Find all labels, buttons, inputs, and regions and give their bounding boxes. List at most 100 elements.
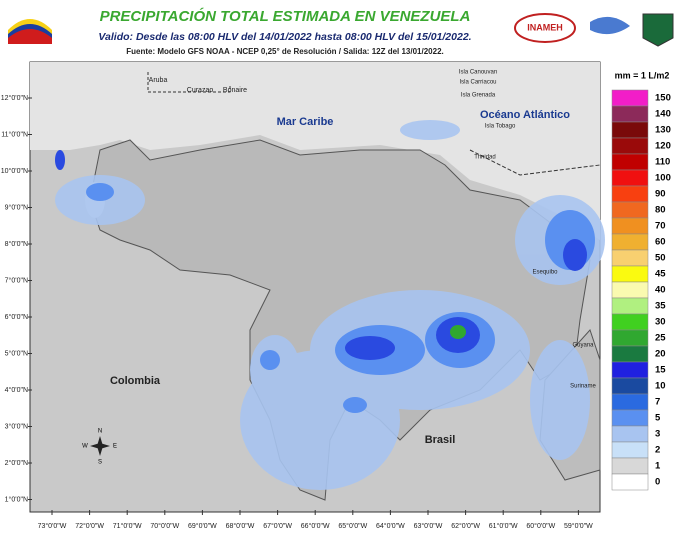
legend-swatch [611,281,649,299]
lon-label: 65°0'0"W [338,522,367,530]
place-label: Isla Grenada [461,93,496,99]
lon-label: 71°0'0"W [113,522,142,530]
lon-label: 61°0'0"W [489,522,518,530]
legend-swatch [611,313,649,331]
legend-label: 30 [655,317,666,328]
legend-label: 40 [655,285,666,296]
legend-swatch [611,361,649,379]
sea [30,62,600,240]
legend-label: 20 [655,349,666,360]
legend-swatch [611,393,649,411]
lat-label: 7°0'0"N [5,276,28,284]
lon-label: 66°0'0"W [301,522,330,530]
legend-swatch [611,473,649,491]
lon-label: 70°0'0"W [150,522,179,530]
source: Fuente: Modelo GFS NOAA - NCEP 0,25° de … [126,47,444,56]
legend-swatch [611,329,649,347]
lat-label: 2°0'0"N [5,459,28,467]
map [29,61,605,513]
legend-swatch [611,441,649,459]
legend-swatch [611,409,649,427]
legend-label: 90 [655,189,666,200]
maritime-border [469,149,601,176]
lon-label: 69°0'0"W [188,522,217,530]
place-label: Brasil [425,434,456,446]
place-label: Océano Atlántico [480,109,570,121]
legend-label: 0 [655,477,660,488]
lon-label: 72°0'0"W [75,522,104,530]
legend-swatch [611,185,649,203]
compass-label: S [98,460,102,466]
legend-swatch [611,153,649,171]
legend-label: 25 [655,333,666,344]
compass-label: E [113,444,117,450]
inameh-text: INAMEH [527,22,563,32]
legend-swatch [611,201,649,219]
legend-swatch [611,169,649,187]
legend-label: 50 [655,253,666,264]
flag-logo [8,19,52,44]
lat-label: 11°0'0"N [1,130,28,138]
legend-label: 80 [655,205,666,216]
place-label: Colombia [110,375,161,387]
lon-label: 60°0'0"W [526,522,555,530]
compass-label: N [98,429,102,435]
legend-label: 45 [655,269,666,280]
compass [90,436,110,456]
place-label: Esequibo [532,270,558,276]
lat-label: 10°0'0"N [1,167,28,175]
lat-label: 1°0'0"N [5,495,28,503]
legend-swatch [611,345,649,363]
place-label: Aruba [149,77,168,84]
legend-label: 5 [655,413,661,424]
legend-label: 110 [655,157,670,168]
lon-label: 64°0'0"W [376,522,405,530]
lat-label: 5°0'0"N [5,349,28,357]
lat-label: 9°0'0"N [5,203,28,211]
lon-label: 73°0'0"W [38,522,67,530]
legend-label: 1 [655,461,661,472]
lat-label: 8°0'0"N [5,240,28,248]
legend-label: 140 [655,109,671,120]
place-label: Curazao [187,87,214,94]
subtitle: Valido: Desde las 08:00 HLV del 14/01/20… [98,31,471,43]
place-label: Trinidad [474,155,495,161]
legend-swatch [611,457,649,475]
place-label: Bonaire [223,87,247,94]
place-label: Mar Caribe [277,116,334,128]
legend-swatch [611,233,649,251]
legend-swatch [611,249,649,267]
legend-unit: mm = 1 L/m2 [615,70,670,80]
legend-label: 150 [655,93,671,104]
ministry-logo [590,16,630,35]
place-label: Suriname [570,384,596,390]
legend-label: 120 [655,141,671,152]
legend-label: 100 [655,173,671,184]
compass-label: W [82,444,88,450]
legend-swatch [611,137,649,155]
legend-swatch [611,105,649,123]
legend-swatch [611,297,649,315]
lat-label: 4°0'0"N [5,386,28,394]
rain-peak [450,325,466,339]
legend-label: 7 [655,397,660,408]
lon-label: 63°0'0"W [414,522,443,530]
maritime-border [147,72,231,93]
legend-label: 35 [655,301,666,312]
lon-label: 67°0'0"W [263,522,292,530]
legend-swatch [611,377,649,395]
lon-label: 59°0'0"W [564,522,593,530]
legend-label: 10 [655,381,666,392]
legend-swatch [611,265,649,283]
legend-swatch [611,425,649,443]
legend-label: 70 [655,221,666,232]
title: PRECIPITACIÓN TOTAL ESTIMADA EN VENEZUEL… [100,7,471,25]
legend-swatch [611,217,649,235]
lon-label: 68°0'0"W [226,522,255,530]
legend-label: 2 [655,445,660,456]
place-label: Isla Tobago [485,124,516,130]
lat-label: 12°0'0"N [1,94,28,102]
shield-logo [642,13,674,47]
legend-label: 60 [655,237,666,248]
